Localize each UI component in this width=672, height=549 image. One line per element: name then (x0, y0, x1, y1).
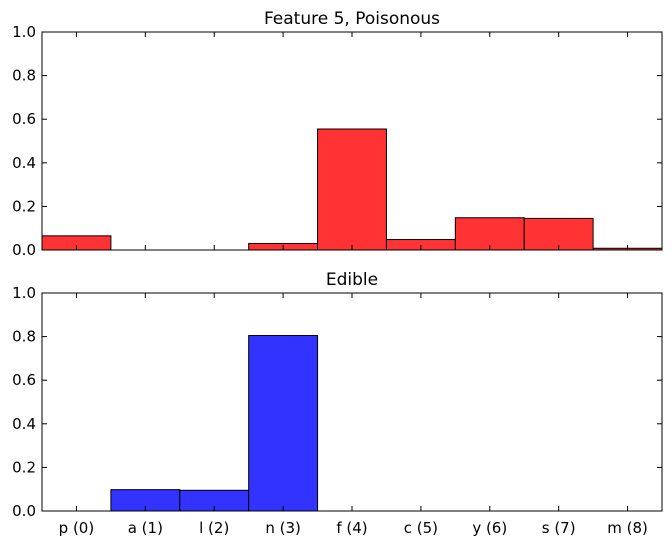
y-tick-label: 0.6 (12, 110, 36, 128)
y-tick-label: 0.6 (12, 371, 36, 389)
x-tick-label: c (5) (404, 519, 438, 537)
y-tick-label: 0.4 (12, 415, 36, 433)
y-tick-label: 0.0 (12, 241, 36, 259)
y-tick-label: 1.0 (12, 23, 36, 41)
bar-1-7 (523, 217, 594, 251)
chart-panel-1: 0.0 0.2 0.4 0.6 0.8 1.0 Feature 5, Poisonous (12, 9, 663, 259)
x-tick-label: s (7) (542, 519, 576, 537)
chart-panel-2: 0.0 0.2 0.4 0.6 0.8 1.0 p (0) a (1) l (2) n (3) f … (12, 270, 663, 537)
y-tick-label: 0.8 (12, 67, 36, 85)
y-tick-label: 0.4 (12, 154, 36, 172)
bar-1-6 (454, 217, 525, 251)
y-tick-label: 0.8 (12, 328, 36, 346)
y-tick-label: 0.0 (12, 502, 36, 520)
x-tick-label: l (2) (199, 519, 229, 537)
x-tick-label: m (8) (607, 519, 648, 537)
x-tick-label: p (0) (59, 519, 95, 537)
chart-title: Feature 5, Poisonous (264, 9, 440, 29)
x-tick-label: f (4) (336, 519, 367, 537)
y-tick-label: 1.0 (12, 284, 36, 302)
chart-title: Edible (326, 270, 378, 290)
x-tick-label: a (1) (128, 519, 163, 537)
x-tick-label: y (6) (472, 519, 507, 537)
x-tick-label: n (3) (265, 519, 301, 537)
y-tick-label: 0.2 (12, 458, 36, 476)
bar-1-4 (317, 128, 387, 251)
bar-2-3 (248, 335, 319, 512)
y-tick-label: 0.2 (12, 197, 36, 215)
axes-frame (41, 292, 663, 512)
